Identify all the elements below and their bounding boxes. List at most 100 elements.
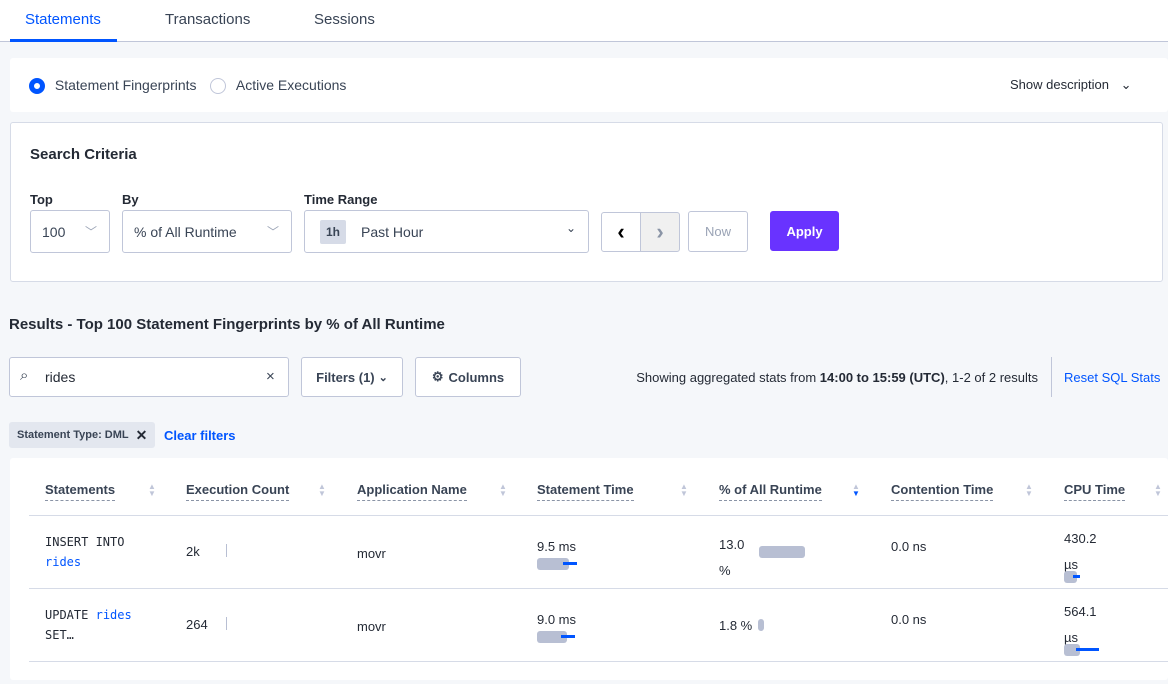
radio-selected-icon [29, 78, 45, 95]
sort-icon[interactable]: ▲ ▼ [1025, 482, 1033, 498]
sort-icon[interactable]: ▲ ▼ [318, 482, 326, 498]
search-input[interactable]: ⌕ rides × [9, 357, 289, 397]
divider [29, 515, 1168, 516]
search-icon: ⌕ [20, 367, 29, 384]
by-select[interactable]: % of All Runtime ﹀ [122, 210, 292, 253]
show-description-toggle[interactable]: Show description ⌄ [1010, 77, 1132, 93]
time-range-label: Time Range [304, 192, 378, 207]
apply-button[interactable]: Apply [770, 211, 839, 251]
clear-search-icon[interactable]: × [266, 368, 275, 385]
runtime-unit: % [719, 563, 731, 578]
search-criteria-card: Search Criteria Top By Time Range [10, 122, 1163, 282]
column-header-cpu-time[interactable]: CPU Time [1064, 482, 1126, 501]
chevron-down-icon: ﹀ [266, 225, 279, 239]
column-header-runtime[interactable]: % of All Runtime [719, 482, 822, 501]
filters-label: Filters (1) [316, 369, 375, 385]
radio-active-executions[interactable]: Active Executions [210, 77, 347, 95]
stats-prefix: Showing aggregated stats from [636, 370, 820, 385]
cpu-number: 564.1 [1064, 604, 1097, 619]
now-button[interactable]: Now [688, 211, 748, 252]
application-name: movr [357, 619, 386, 634]
close-icon[interactable]: ✕ [135, 426, 148, 443]
execution-count: 2k [186, 544, 200, 559]
statement-cell[interactable]: UPDATE rides SET… [45, 605, 132, 645]
time-value: Past Hour [361, 223, 424, 240]
time-badge: 1h [320, 219, 347, 244]
tab-transactions[interactable]: Transactions [165, 11, 251, 28]
top-label: Top [30, 192, 53, 207]
sort-icon[interactable]: ▲ ▼ [852, 482, 860, 498]
radio-unselected-icon [210, 78, 226, 95]
previous-time-button[interactable]: ‹ [601, 212, 641, 252]
statement-table-link[interactable]: rides [45, 555, 82, 569]
cpu-number: 430.2 [1064, 531, 1097, 546]
gear-icon: ⚙ [431, 369, 444, 384]
time-range-select[interactable]: 1h Past Hour ⌄ [304, 210, 589, 253]
application-name: movr [357, 546, 386, 561]
column-header-execution-count[interactable]: Execution Count [186, 482, 290, 501]
tab-statements[interactable]: Statements [25, 11, 101, 28]
statement-time: 9.0 ms [537, 612, 577, 627]
runtime-number: 13.0 [719, 537, 745, 552]
top-value: 100 [42, 223, 66, 240]
cpu-time: 430.2 µs [1064, 526, 1097, 578]
by-value: % of All Runtime [134, 223, 237, 240]
radio-label: Active Executions [235, 77, 347, 93]
cpu-time: 564.1 µs [1064, 599, 1097, 651]
chevron-down-icon: ﹀ [84, 225, 97, 239]
cpu-unit: µs [1064, 557, 1078, 572]
next-time-button[interactable]: › [640, 212, 680, 252]
contention-time: 0.0 ns [891, 612, 927, 627]
stats-summary: Showing aggregated stats from 14:00 to 1… [636, 370, 1038, 385]
cpu-time-deviation [1076, 648, 1099, 651]
chevron-down-icon: ⌄ [565, 221, 576, 235]
runtime-value: 1.8 % [719, 618, 752, 634]
execution-count-bar [226, 617, 227, 630]
sort-icon[interactable]: ▲ ▼ [680, 482, 688, 498]
sort-icon[interactable]: ▲ ▼ [148, 482, 156, 498]
statement-text: SET… [45, 628, 74, 642]
columns-label: Columns [448, 369, 505, 385]
clear-filters-link[interactable]: Clear filters [164, 428, 236, 443]
reset-sql-stats-link[interactable]: Reset SQL Stats [1064, 370, 1161, 385]
statements-table [10, 458, 1168, 680]
cpu-time-bar [1064, 571, 1077, 583]
active-tab-indicator [10, 39, 117, 42]
tab-sessions[interactable]: Sessions [314, 11, 375, 28]
chevron-down-icon: ⌄ [1120, 77, 1132, 92]
chevron-down-icon: ⌄ [378, 371, 388, 384]
divider [1051, 357, 1052, 397]
filters-button[interactable]: Filters (1) ⌄ [301, 357, 403, 397]
statement-time: 9.5 ms [537, 539, 577, 554]
radio-label: Statement Fingerprints [54, 77, 197, 93]
tab-bar: Statements Transactions Sessions [0, 0, 1168, 42]
runtime-value: 13.0% [719, 532, 744, 584]
columns-button[interactable]: ⚙ Columns [415, 357, 521, 397]
column-header-statements[interactable]: Statements [45, 482, 116, 501]
cpu-unit: µs [1064, 630, 1078, 645]
runtime-bar [758, 619, 765, 631]
statement-text: UPDATE [45, 608, 89, 622]
by-label: By [122, 192, 139, 207]
stats-range: 14:00 to 15:59 (UTC) [819, 370, 945, 385]
chevron-right-icon: › [656, 219, 664, 244]
filter-chip: Statement Type: DML ✕ [9, 422, 156, 448]
statement-time-bar [537, 631, 567, 643]
runtime-bar [759, 546, 805, 558]
sort-icon[interactable]: ▲ ▼ [499, 482, 507, 498]
show-description-label: Show description [1010, 77, 1109, 92]
sort-icon[interactable]: ▲ ▼ [1154, 482, 1162, 498]
column-header-contention-time[interactable]: Contention Time [891, 482, 994, 501]
search-value: rides [45, 369, 76, 385]
statement-table-link[interactable]: rides [95, 608, 132, 622]
stats-suffix: , 1-2 of 2 results [944, 370, 1038, 385]
radio-statement-fingerprints[interactable]: Statement Fingerprints [29, 77, 197, 95]
statement-time-deviation [563, 562, 577, 565]
divider [29, 588, 1168, 589]
execution-count-bar [226, 544, 227, 557]
top-select[interactable]: 100 ﹀ [30, 210, 110, 253]
column-header-statement-time[interactable]: Statement Time [537, 482, 634, 501]
column-header-application-name[interactable]: Application Name [357, 482, 467, 501]
statement-cell[interactable]: INSERT INTO rides [45, 532, 124, 572]
cpu-time-deviation [1073, 575, 1080, 578]
